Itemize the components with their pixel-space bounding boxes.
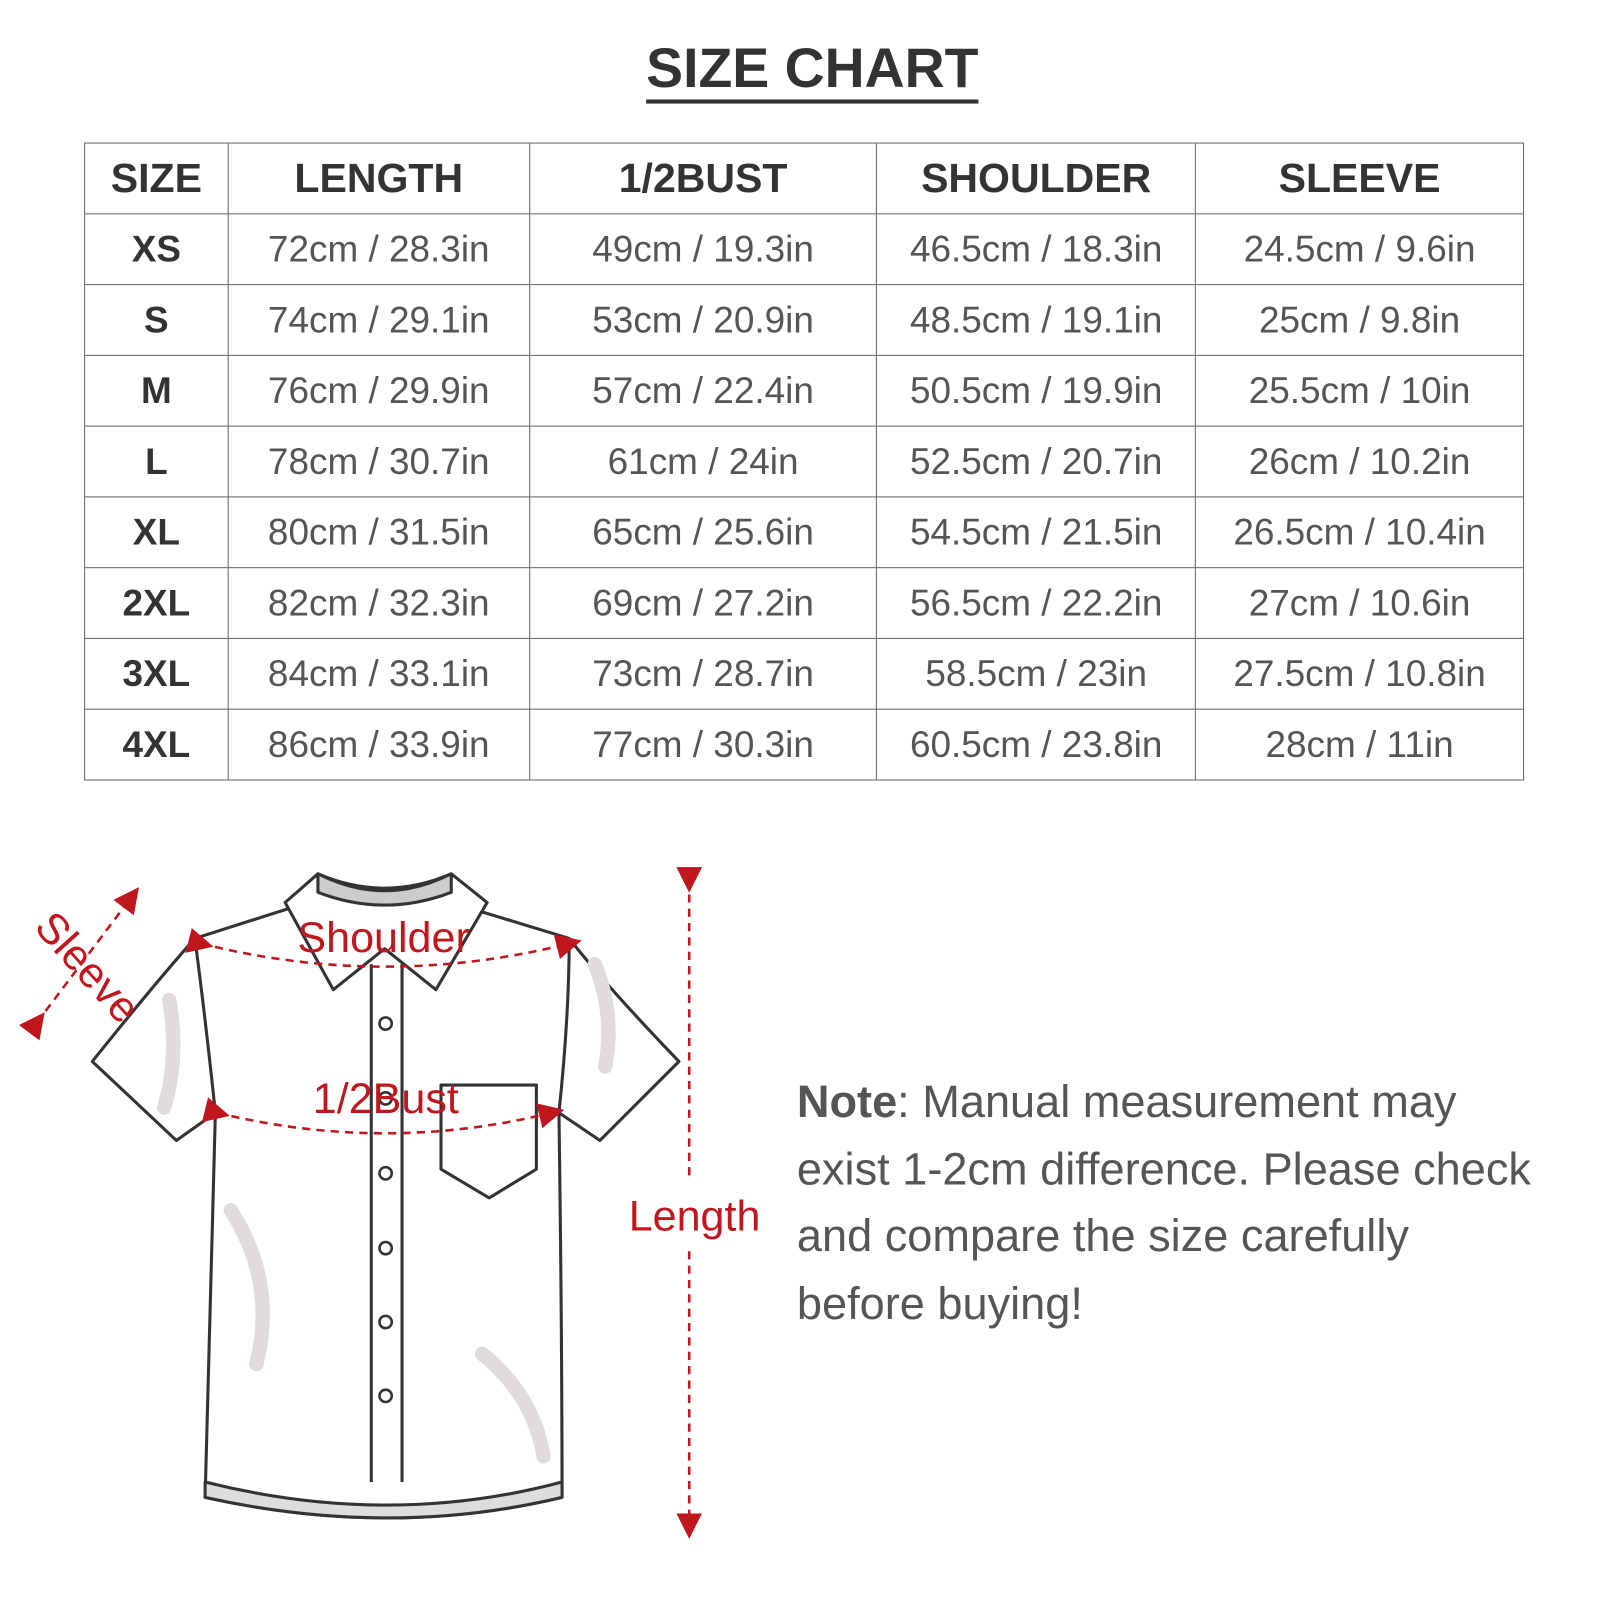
measurement-cell: 73cm / 28.7in — [528, 637, 878, 710]
measurement-cell: 80cm / 31.5in — [227, 496, 530, 569]
measurement-cell: 50.5cm / 19.9in — [876, 354, 1197, 427]
measurement-cell: 82cm / 32.3in — [227, 567, 530, 639]
measurement-cell: 76cm / 29.9in — [227, 354, 530, 427]
size-cell: XL — [84, 496, 229, 569]
table-row: 4XL 86cm / 33.9in 77cm / 30.3in 60.5cm / 23… — [84, 708, 1525, 781]
length-label: Length — [629, 1193, 761, 1241]
measurement-cell: 60.5cm / 23.8in — [876, 708, 1197, 781]
measurement-cell: 25cm / 9.8in — [1195, 284, 1525, 356]
measurement-cell: 57cm / 22.4in — [528, 354, 878, 427]
table-row: 3XL 84cm / 33.1in 73cm / 28.7in 58.5cm / 23… — [84, 637, 1525, 710]
table-row: 2XL 82cm / 32.3in 69cm / 27.2in 56.5cm / 22… — [84, 567, 1525, 639]
measurement-cell: 84cm / 33.1in — [227, 637, 530, 710]
size-cell: M — [84, 354, 229, 427]
measurement-cell: 72cm / 28.3in — [227, 213, 530, 286]
measurement-cell: 78cm / 30.7in — [227, 425, 530, 498]
measurement-cell: 53cm / 20.9in — [528, 284, 878, 356]
table-row: XS 72cm / 28.3in 49cm / 19.3in 46.5cm / 18.… — [84, 213, 1525, 286]
column-header: SHOULDER — [876, 142, 1197, 215]
size-cell: 3XL — [84, 637, 229, 710]
measurement-cell: 61cm / 24in — [528, 425, 878, 498]
measurement-cell: 27cm / 10.6in — [1195, 567, 1525, 639]
note-label: Note — [796, 1076, 898, 1128]
table-row: M 76cm / 29.9in 57cm / 22.4in 50.5cm / 19.9… — [84, 354, 1525, 427]
measurement-cell: 56.5cm / 22.2in — [876, 567, 1197, 639]
column-header: LENGTH — [227, 142, 530, 215]
column-header: SIZE — [84, 142, 229, 215]
measurement-cell: 54.5cm / 21.5in — [876, 496, 1197, 569]
note-body: : Manual measurement may exist 1-2cm dif… — [796, 1076, 1531, 1329]
measurement-cell: 28cm / 11in — [1195, 708, 1525, 781]
shirt-illustration — [90, 872, 681, 1520]
shoulder-label: Shoulder — [297, 914, 469, 962]
size-cell: 4XL — [84, 708, 229, 781]
size-table: SIZE LENGTH 1/2BUST SHOULDER SLEEVE XS 72cm /… — [84, 142, 1525, 781]
measurement-cell: 48.5cm / 19.1in — [876, 284, 1197, 356]
measurement-lines — [18, 867, 703, 1539]
size-cell: S — [84, 284, 229, 356]
measurement-cell: 27.5cm / 10.8in — [1195, 637, 1525, 710]
measurement-cell: 65cm / 25.6in — [528, 496, 878, 569]
measurement-cell: 26.5cm / 10.4in — [1195, 496, 1525, 569]
measurement-cell: 46.5cm / 18.3in — [876, 213, 1197, 286]
table-row: XL 80cm / 31.5in 65cm / 25.6in 54.5cm / 21.… — [84, 496, 1525, 569]
bust-label: 1/2Bust — [313, 1075, 459, 1123]
measurement-cell: 86cm / 33.9in — [227, 708, 530, 781]
column-header: 1/2BUST — [528, 142, 878, 215]
page-title: SIZE CHART — [0, 37, 1600, 104]
measurement-cell: 58.5cm / 23in — [876, 637, 1197, 710]
measurement-cell: 69cm / 27.2in — [528, 567, 878, 639]
size-cell: L — [84, 425, 229, 498]
table-row: S 74cm / 29.1in 53cm / 20.9in 48.5cm / 19.1… — [84, 284, 1525, 356]
measurement-cell: 52.5cm / 20.7in — [876, 425, 1197, 498]
measurement-cell: 74cm / 29.1in — [227, 284, 530, 356]
table-row: L 78cm / 30.7in 61cm / 24in 52.5cm / 20.7in… — [84, 425, 1525, 498]
note-text: Note: Manual measurement may exist 1-2cm… — [797, 1069, 1535, 1338]
table-header-row: SIZE LENGTH 1/2BUST SHOULDER SLEEVE — [84, 142, 1525, 215]
size-cell: 2XL — [84, 567, 229, 639]
measurement-cell: 49cm / 19.3in — [528, 213, 878, 286]
sleeve-label: Sleeve — [25, 903, 149, 1033]
measurement-cell: 26cm / 10.2in — [1195, 425, 1525, 498]
column-header: SLEEVE — [1195, 142, 1525, 215]
